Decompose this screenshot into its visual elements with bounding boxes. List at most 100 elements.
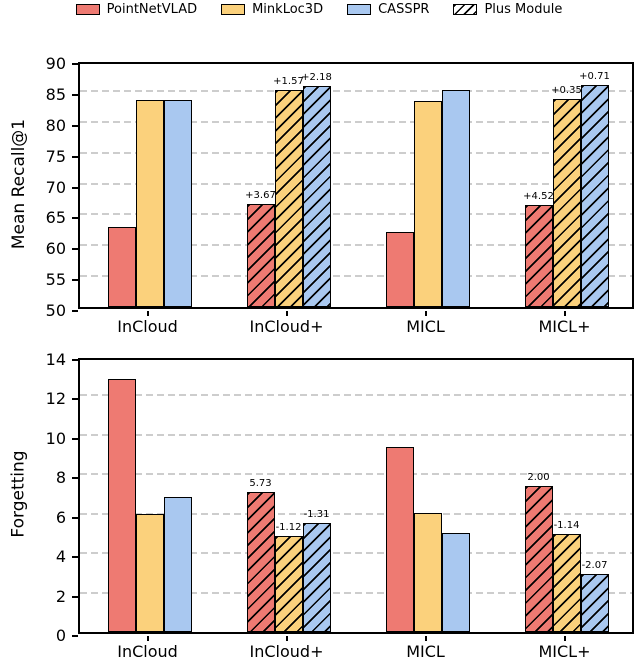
bar-annotation: +0.71 [579,71,610,83]
bar-casspr-incloud+ [302,85,331,307]
bar-casspr-micl [441,89,470,307]
y-tick-label: 12 [45,389,66,409]
bar-annotation: 2.00 [527,472,550,484]
y-tick-label: 14 [45,350,66,369]
y-tick-mark [72,635,78,637]
bar-pointnetvlad-incloud [107,378,136,632]
bar-pointnetvlad-micl+ [524,486,553,632]
gridline [80,120,632,123]
bar-minkloc3d-micl+ [552,534,581,632]
gridline [80,394,632,397]
bar-annotation: -2.07 [581,559,608,571]
gridline [80,275,632,278]
gridline [80,213,632,216]
legend-item: MinkLoc3D [221,3,323,16]
casspr-swatch-icon [347,3,372,15]
y-tick-mark [72,279,78,282]
bar-minkloc3d-incloud [135,513,164,632]
bar-minkloc3d-incloud+ [274,89,303,307]
y-tick-mark [72,595,78,598]
legend-item-label: Plus Module [484,1,563,17]
gridline [80,182,632,185]
y-tick-label: 70 [45,177,66,197]
y-tick-mark [72,186,78,189]
y-tick-label: 2 [55,586,66,606]
gridline [80,244,632,247]
y-axis-label-box: Mean Recall@1 [2,62,36,305]
y-tick-mark [72,155,78,158]
bar-casspr-micl+ [580,85,609,307]
y-tick-mark [72,437,78,440]
minkloc3d-swatch-icon [221,3,246,15]
gridline [80,151,632,154]
bar-pointnetvlad-incloud+ [246,491,275,632]
x-tick-mark [146,311,149,316]
y-tick-label: 65 [45,208,66,228]
y-tick-label: 6 [55,507,66,527]
forgetting-plot-area: 5.73 2.00 -1.12 -1.14 -1.31 -2.07 [78,358,634,634]
bar-annotation: +3.67 [245,189,276,201]
x-tick-mark [424,636,427,641]
bar-casspr-incloud [163,99,192,307]
bar-annotation: -1.12 [275,521,302,533]
x-tick-mark [563,636,566,641]
y-tick-mark [72,556,78,559]
legend-item: Plus Module [453,3,562,16]
x-tick-mark [285,636,288,641]
bar-pointnetvlad-micl [385,232,414,307]
bar-annotation: -1.31 [303,508,330,520]
bar-annotation: +1.57 [273,75,304,87]
legend: PointNetVLAD MinkLoc3D CASSPR Plus Module [0,0,638,18]
y-tick-mark [72,217,78,220]
gridline [80,591,632,594]
bar-minkloc3d-micl [413,100,442,307]
y-axis-label: Forgetting [9,450,30,538]
bar-minkloc3d-micl [413,512,442,632]
y-tick-mark [72,63,78,65]
y-tick-label: 8 [55,468,66,488]
y-tick-mark [72,516,78,519]
legend-item: PointNetVLAD [75,1,198,17]
y-tick-label: 85 [45,84,66,104]
bar-annotation: -1.14 [553,520,580,532]
bar-minkloc3d-incloud+ [274,535,303,632]
pointnetvlad-swatch-icon [75,3,100,15]
bar-casspr-micl [441,533,470,632]
bar-annotation: 5.73 [249,477,272,489]
x-tick-label: InCloud [117,317,178,336]
bar-minkloc3d-micl+ [552,98,581,307]
y-tick-label: 80 [45,115,66,135]
x-tick-label: InCloud+ [249,317,324,336]
y-tick-mark [72,93,78,96]
legend-item-label: MinkLoc3D [252,1,324,17]
bar-pointnetvlad-micl [385,446,414,632]
x-tick-mark [285,311,288,316]
y-tick-mark [72,248,78,251]
bar-annotation: +2.18 [301,71,332,83]
x-tick-mark [146,636,149,641]
y-axis-label: Mean Recall@1 [9,118,30,249]
y-tick-mark [72,310,78,312]
bar-pointnetvlad-micl+ [524,204,553,307]
bar-pointnetvlad-incloud [107,226,136,307]
gridline [80,552,632,555]
x-tick-mark [563,311,566,316]
plus-module-swatch-icon [453,3,478,15]
gridline [80,512,632,515]
y-tick-label: 75 [45,146,66,166]
bar-casspr-incloud+ [302,522,331,632]
y-tick-label: 60 [45,239,66,259]
y-tick-mark [72,124,78,127]
mean-recall-plot-area: +3.67 +4.52 +1.57 +0.35 +2.18 +0.71 [78,62,634,309]
bar-annotation: +0.35 [551,84,582,96]
gridline [80,473,632,476]
gridline [80,433,632,436]
bar-minkloc3d-incloud [135,99,164,307]
y-axis-label-box: Forgetting [2,358,36,630]
legend-item-label: PointNetVLAD [106,1,198,17]
y-tick-label: 10 [45,428,66,448]
legend-item-label: CASSPR [378,1,430,17]
y-tick-mark [72,398,78,401]
